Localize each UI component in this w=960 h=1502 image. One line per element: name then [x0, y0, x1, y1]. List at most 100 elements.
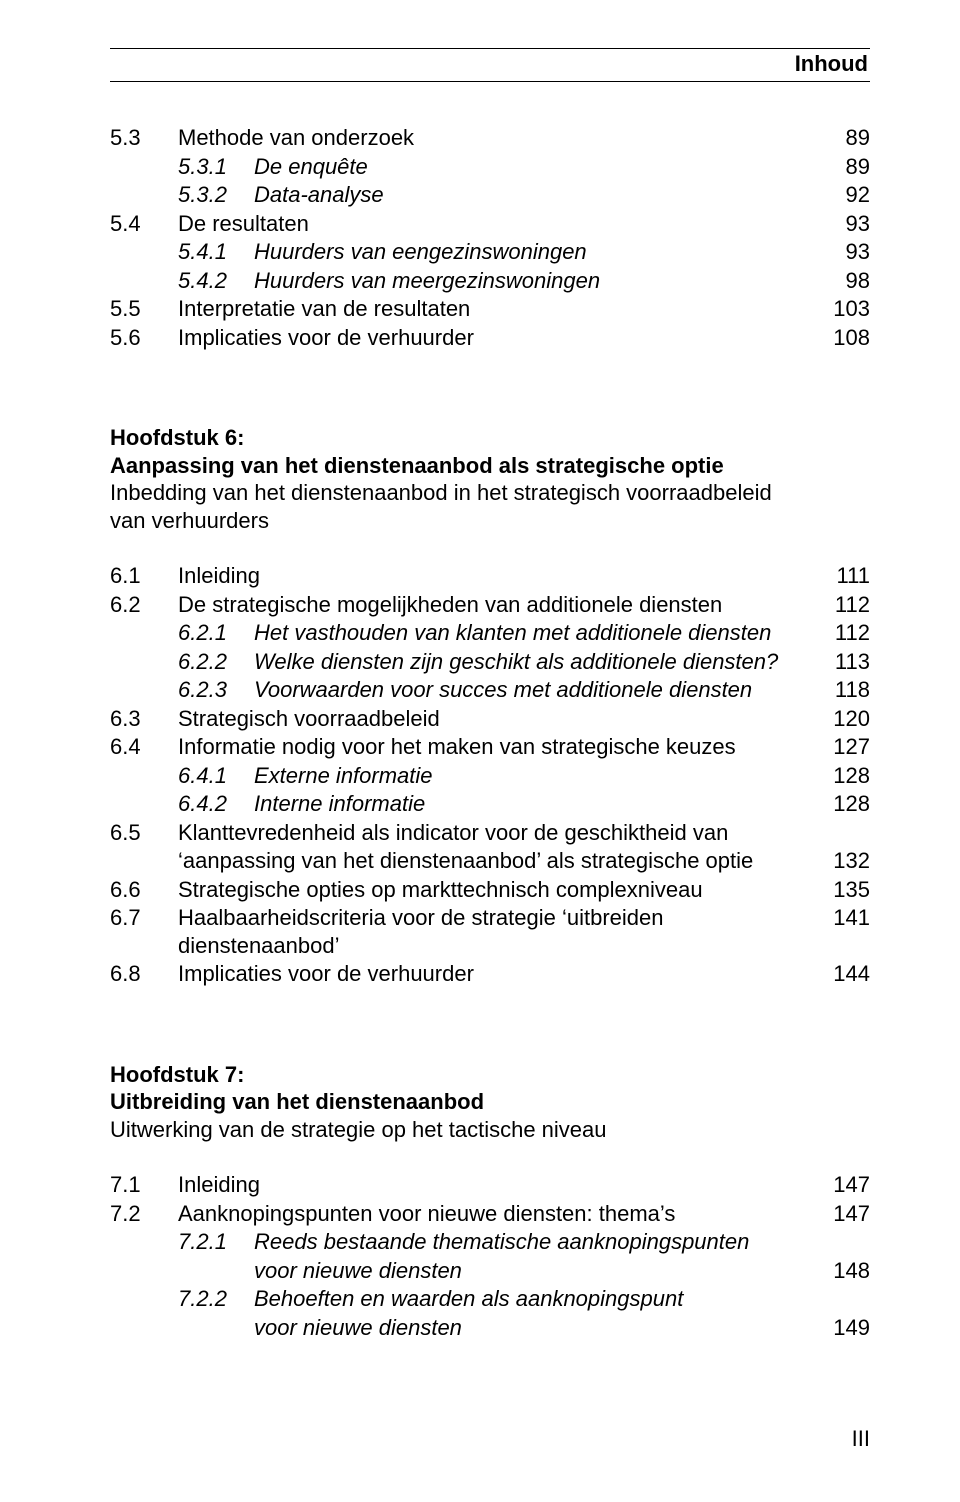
header-rule-top: [110, 48, 870, 49]
header-rule-bottom: [110, 81, 870, 82]
toc-row: 6.2.2Welke diensten zijn geschikt als ad…: [110, 648, 870, 676]
toc-page: [820, 819, 870, 847]
toc-page: 103: [820, 295, 870, 323]
toc-number: 5.6: [110, 324, 178, 352]
chapter6-title: Aanpassing van het dienstenaanbod als st…: [110, 452, 870, 480]
toc-number: 6.4.1: [178, 762, 254, 790]
toc-left: voor nieuwe diensten: [110, 1314, 820, 1342]
toc-page: 128: [820, 762, 870, 790]
toc-row: 6.4.1Externe informatie128: [110, 762, 870, 790]
toc-page: 120: [820, 705, 870, 733]
toc-number: 6.2.2: [178, 648, 254, 676]
toc-text: Aanknopingspunten voor nieuwe diensten: …: [178, 1200, 820, 1228]
toc-number: 6.2.1: [178, 619, 254, 647]
toc-number: 5.4.1: [178, 238, 254, 266]
toc-number: 5.3.2: [178, 181, 254, 209]
toc-page: 127: [820, 733, 870, 761]
toc-row: 6.4Informatie nodig voor het maken van s…: [110, 733, 870, 761]
indent: [110, 267, 178, 295]
toc-left: 6.4.1Externe informatie: [110, 762, 820, 790]
toc-left: 5.4De resultaten: [110, 210, 820, 238]
toc-page: 113: [820, 648, 870, 676]
header-label: Inhoud: [110, 51, 870, 77]
toc-row: 6.3Strategisch voorraadbeleid120: [110, 705, 870, 733]
toc-text: Klanttevredenheid als indicator voor de …: [178, 819, 820, 847]
indent: [110, 762, 178, 790]
indent: [110, 790, 178, 818]
gap: [110, 1143, 870, 1171]
toc-page: 118: [820, 676, 870, 704]
toc-text: Implicaties voor de verhuurder: [178, 960, 820, 988]
toc-left: 7.2Aanknopingspunten voor nieuwe dienste…: [110, 1200, 820, 1228]
toc-left: 5.3.2Data-analyse: [110, 181, 820, 209]
toc-row: 5.4.1Huurders van eengezinswoningen93: [110, 238, 870, 266]
toc-text: voor nieuwe diensten: [254, 1257, 820, 1285]
toc-number: 6.4.2: [178, 790, 254, 818]
toc-text: Implicaties voor de verhuurder: [178, 324, 820, 352]
toc-page: 135: [820, 876, 870, 904]
toc-text: Inleiding: [178, 562, 820, 590]
toc-row: 6.5Klanttevredenheid als indicator voor …: [110, 819, 870, 847]
toc-row: 7.2.1Reeds bestaande thematische aanknop…: [110, 1228, 870, 1256]
toc-row: 5.4De resultaten93: [110, 210, 870, 238]
indent: [110, 676, 178, 704]
toc-text: Data-analyse: [254, 181, 820, 209]
toc-row: 6.6Strategische opties op markttechnisch…: [110, 876, 870, 904]
toc-row: 7.1Inleiding147: [110, 1171, 870, 1199]
toc-page: 89: [820, 124, 870, 152]
toc-row: 6.2.3Voorwaarden voor succes met additio…: [110, 676, 870, 704]
toc-number: 6.2: [110, 591, 178, 619]
toc-page: 108: [820, 324, 870, 352]
chapter6-sub1: Inbedding van het dienstenaanbod in het …: [110, 479, 870, 507]
toc-text: Interne informatie: [254, 790, 820, 818]
chapter7-sub1: Uitwerking van de strategie op het tacti…: [110, 1116, 870, 1144]
toc-row: 5.3.2Data-analyse92: [110, 181, 870, 209]
toc-row: 5.6Implicaties voor de verhuurder108: [110, 324, 870, 352]
toc-page: 141: [820, 904, 870, 959]
toc-number: 7.2.2: [178, 1285, 254, 1313]
toc-page: 128: [820, 790, 870, 818]
page-number: III: [852, 1426, 870, 1452]
toc-page: 147: [820, 1200, 870, 1228]
toc-row: voor nieuwe diensten149: [110, 1314, 870, 1342]
toc-page: [820, 1228, 870, 1256]
toc-row: 6.2De strategische mogelijkheden van add…: [110, 591, 870, 619]
toc-page: 93: [820, 238, 870, 266]
indent: [110, 1314, 254, 1342]
page: Inhoud 5.3Methode van onderzoek895.3.1De…: [0, 0, 960, 1502]
toc-row: 6.8Implicaties voor de verhuurder144: [110, 960, 870, 988]
toc-text: De enquête: [254, 153, 820, 181]
toc-text: Methode van onderzoek: [178, 124, 820, 152]
indent: [110, 153, 178, 181]
toc-left: 5.3Methode van onderzoek: [110, 124, 820, 152]
toc-text: Interpretatie van de resultaten: [178, 295, 820, 323]
toc-number: 6.6: [110, 876, 178, 904]
toc-text: Huurders van eengezinswoningen: [254, 238, 820, 266]
toc-left: 6.8Implicaties voor de verhuurder: [110, 960, 820, 988]
toc-page: 149: [820, 1314, 870, 1342]
toc-number: 5.4.2: [178, 267, 254, 295]
toc-text: Welke diensten zijn geschikt als additio…: [254, 648, 820, 676]
toc-page: 144: [820, 960, 870, 988]
chapter7-heading: Hoofdstuk 7:: [110, 1061, 870, 1089]
toc-left: 6.5Klanttevredenheid als indicator voor …: [110, 819, 820, 847]
toc-row: 6.2.1Het vasthouden van klanten met addi…: [110, 619, 870, 647]
toc-left: voor nieuwe diensten: [110, 1257, 820, 1285]
toc-number: 5.4: [110, 210, 178, 238]
toc-row: 5.3Methode van onderzoek89: [110, 124, 870, 152]
toc-page: 112: [820, 591, 870, 619]
toc-text: Strategisch voorraadbeleid: [178, 705, 820, 733]
toc-left: 5.5Interpretatie van de resultaten: [110, 295, 820, 323]
toc-text: voor nieuwe diensten: [254, 1314, 820, 1342]
toc-text: Huurders van meergezinswoningen: [254, 267, 820, 295]
gap: [110, 352, 870, 424]
toc-row: 7.2Aanknopingspunten voor nieuwe dienste…: [110, 1200, 870, 1228]
toc-number: 6.1: [110, 562, 178, 590]
toc-left: 6.7Haalbaarheidscriteria voor de strateg…: [110, 904, 820, 959]
toc-row: 6.1Inleiding111: [110, 562, 870, 590]
toc-text: Externe informatie: [254, 762, 820, 790]
indent: [110, 238, 178, 266]
toc-left: 6.2.1Het vasthouden van klanten met addi…: [110, 619, 820, 647]
toc-left: 5.3.1De enquête: [110, 153, 820, 181]
indent: [110, 1228, 178, 1256]
